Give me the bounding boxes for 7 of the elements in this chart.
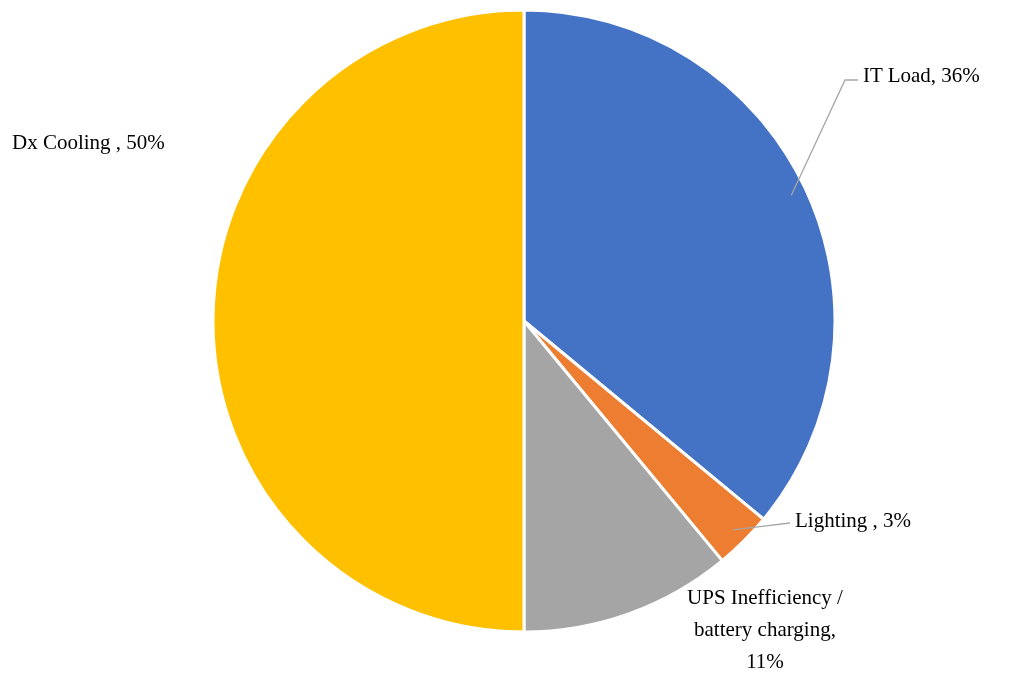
slice-label: IT Load bbox=[863, 63, 932, 87]
slice-label: Lighting bbox=[795, 508, 873, 532]
slice-label: UPS Inefficiency / battery charging, 11% bbox=[687, 585, 844, 673]
data-label: , 36% bbox=[930, 63, 980, 87]
slice-label: Dx Cooling bbox=[12, 130, 116, 154]
data-label: , 3% bbox=[872, 508, 912, 532]
data-label: , 50% bbox=[115, 130, 165, 154]
